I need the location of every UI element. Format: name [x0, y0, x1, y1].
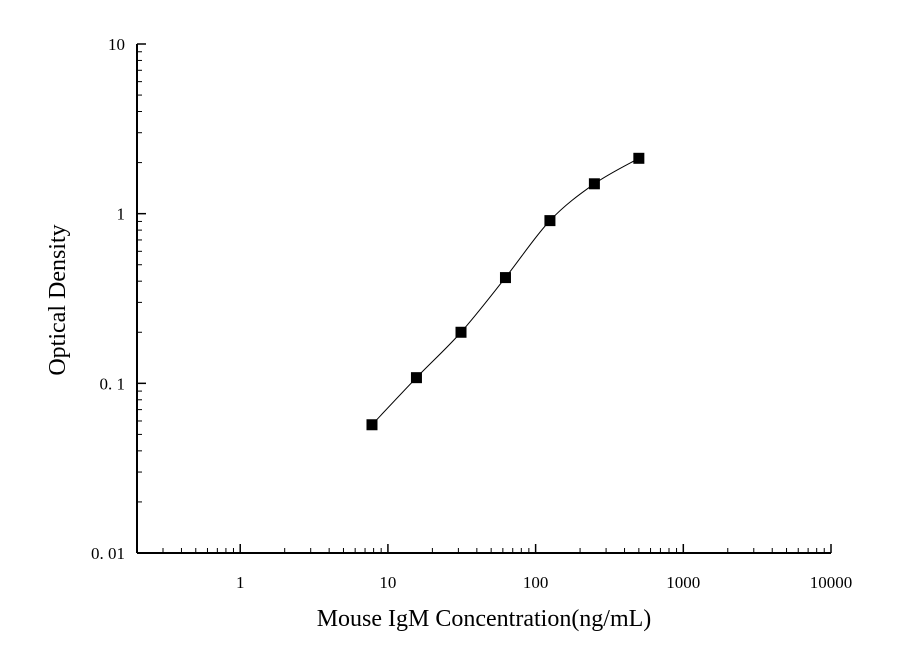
data-point	[455, 326, 467, 338]
x-tick-label: 10	[379, 573, 396, 592]
x-tick-label: 1000	[666, 573, 700, 592]
data-point	[366, 419, 378, 431]
x-tick-label: 100	[523, 573, 549, 592]
x-tick-label: 10000	[810, 573, 853, 592]
data-points	[366, 152, 645, 431]
axes	[136, 44, 831, 554]
x-tick-label: 1	[236, 573, 245, 592]
data-point	[588, 178, 600, 190]
data-point	[544, 215, 556, 227]
data-point	[499, 272, 511, 284]
y-tick-label: 0. 1	[100, 374, 126, 393]
y-tick-label: 10	[108, 35, 125, 54]
data-point	[633, 152, 645, 164]
ticks	[136, 43, 832, 554]
y-tick-label: 0. 01	[91, 544, 125, 563]
tick-labels: 1 10 100 1000 10000 0. 01 0. 1 1 10	[91, 35, 852, 592]
y-axis-title: Optical Density	[45, 224, 71, 375]
y-tick-label: 1	[117, 205, 126, 224]
x-axis-title: Mouse IgM Concentration(ng/mL)	[317, 606, 652, 632]
data-point	[410, 372, 422, 384]
fit-curve	[371, 157, 640, 426]
